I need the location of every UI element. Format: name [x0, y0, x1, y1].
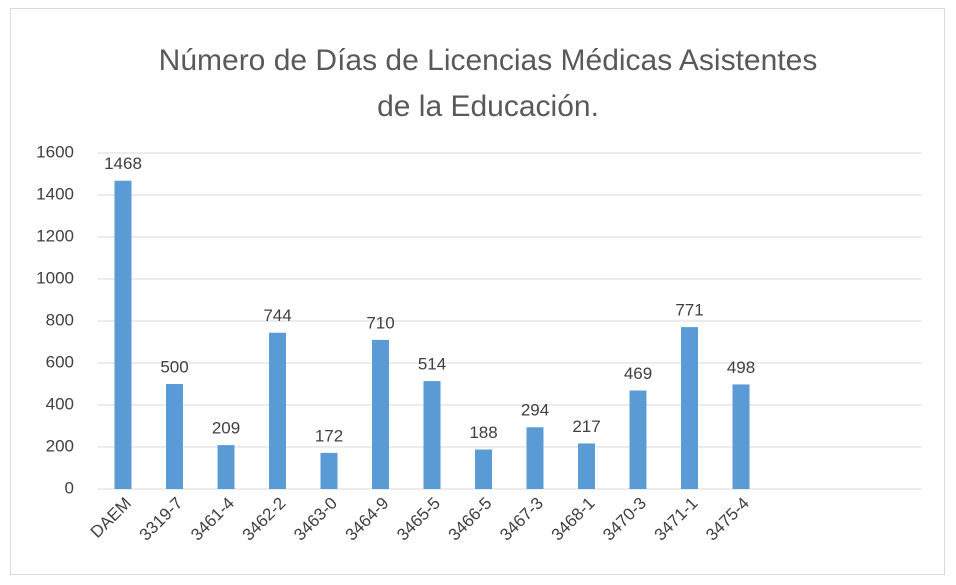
bar — [526, 427, 544, 489]
y-tick-label: 1000 — [36, 268, 74, 287]
data-label: 294 — [521, 401, 549, 420]
chart-title: Número de Días de Licencias Médicas Asis… — [159, 44, 818, 77]
bar — [320, 452, 338, 489]
y-tick-label: 600 — [46, 352, 74, 371]
bar — [217, 445, 235, 489]
data-label: 771 — [675, 301, 703, 320]
y-tick-label: 800 — [46, 310, 74, 329]
bar — [372, 339, 389, 489]
bar — [681, 327, 698, 489]
data-label: 209 — [212, 419, 240, 438]
bar — [166, 384, 183, 489]
data-label: 188 — [469, 423, 497, 442]
data-label: 710 — [366, 313, 394, 332]
y-tick-label: 400 — [46, 394, 74, 413]
bar — [423, 381, 441, 489]
bar — [475, 449, 492, 489]
y-tick-label: 200 — [46, 436, 74, 455]
bar — [629, 390, 647, 489]
data-label: 217 — [572, 417, 600, 436]
y-tick-label: 1200 — [36, 226, 74, 245]
y-tick-label: 0 — [65, 478, 74, 497]
data-label: 172 — [315, 426, 343, 445]
data-label: 514 — [418, 355, 446, 374]
chart-title: de la Educación. — [377, 90, 599, 123]
bar — [578, 443, 595, 489]
y-tick-label: 1400 — [36, 184, 74, 203]
data-label: 498 — [727, 358, 755, 377]
bar — [732, 384, 750, 489]
bar — [269, 332, 286, 489]
y-tick-label: 1600 — [36, 142, 74, 161]
data-label: 500 — [160, 357, 188, 376]
data-label: 1468 — [104, 154, 142, 173]
data-label: 744 — [263, 306, 291, 325]
data-label: 469 — [624, 364, 652, 383]
bar — [114, 180, 132, 489]
